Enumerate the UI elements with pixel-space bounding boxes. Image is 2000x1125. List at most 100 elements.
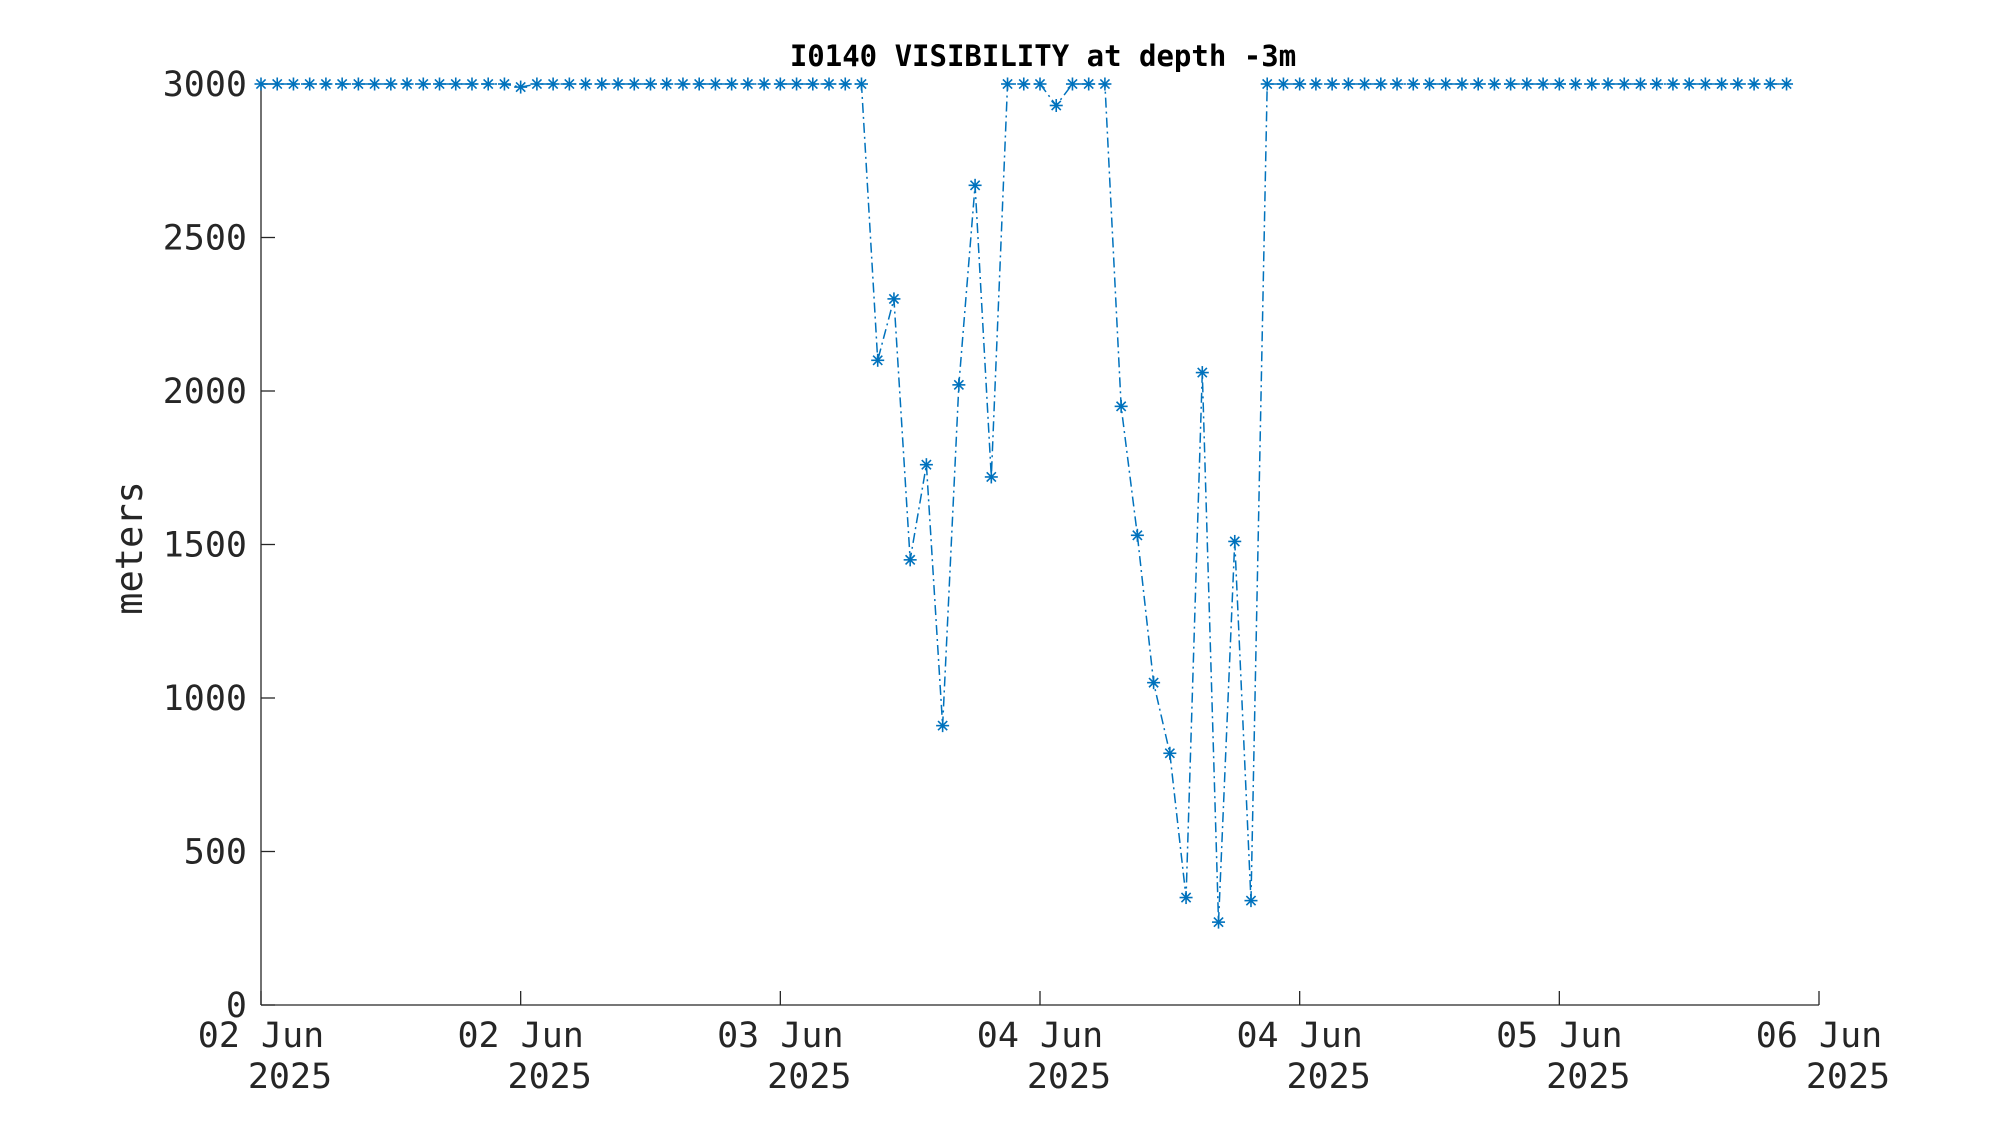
data-point xyxy=(627,77,641,91)
data-point xyxy=(497,77,511,91)
data-point xyxy=(1260,77,1274,91)
data-point xyxy=(806,77,820,91)
data-point xyxy=(1763,77,1777,91)
data-point xyxy=(1049,98,1063,112)
data-point xyxy=(773,77,787,91)
data-point xyxy=(660,77,674,91)
data-point xyxy=(1666,77,1680,91)
data-point xyxy=(1390,77,1404,91)
data-point xyxy=(1212,915,1226,929)
data-point xyxy=(838,77,852,91)
y-tick-label: 2500 xyxy=(163,219,247,259)
data-point xyxy=(1244,894,1258,908)
data-point xyxy=(1601,77,1615,91)
data-point xyxy=(676,77,690,91)
x-tick-label-date: 05 Jun xyxy=(1496,1016,1622,1056)
data-point xyxy=(887,292,901,306)
axes xyxy=(260,84,1819,1006)
data-point xyxy=(1276,77,1290,91)
data-point xyxy=(1082,77,1096,91)
data-point xyxy=(822,77,836,91)
data-point xyxy=(1341,77,1355,91)
x-tick-label-year: 2025 xyxy=(767,1057,851,1097)
x-tick-label-date: 03 Jun xyxy=(717,1016,843,1056)
data-point xyxy=(1017,77,1031,91)
data-point xyxy=(1065,77,1079,91)
data-point xyxy=(1682,77,1696,91)
series-line xyxy=(261,83,1787,923)
data-point xyxy=(400,77,414,91)
data-point xyxy=(1520,77,1534,91)
y-axis-ticks: 0 500 1000 1500 2000 2500 3000 xyxy=(163,65,275,1026)
data-point xyxy=(303,77,317,91)
data-point xyxy=(1585,77,1599,91)
data-point xyxy=(351,77,365,91)
data-point xyxy=(984,470,998,484)
data-point xyxy=(286,77,300,91)
y-tick-label: 0 xyxy=(226,986,247,1026)
data-point xyxy=(1552,77,1566,91)
data-point xyxy=(854,77,868,91)
data-point xyxy=(416,77,430,91)
data-point xyxy=(952,378,966,392)
data-point xyxy=(1147,676,1161,690)
data-point xyxy=(595,77,609,91)
data-point xyxy=(368,77,382,91)
y-tick-label: 1000 xyxy=(163,679,247,719)
data-point xyxy=(1650,77,1664,91)
data-point xyxy=(1293,77,1307,91)
y-axis-label: meters xyxy=(108,481,151,615)
data-point xyxy=(1715,77,1729,91)
data-point xyxy=(1033,77,1047,91)
data-point xyxy=(757,77,771,91)
data-point xyxy=(254,77,268,91)
y-tick-label: 3000 xyxy=(163,65,247,105)
x-tick-label-year: 2025 xyxy=(1806,1057,1890,1097)
data-point xyxy=(433,77,447,91)
data-point xyxy=(384,77,398,91)
data-point xyxy=(1179,891,1193,905)
data-point xyxy=(692,77,706,91)
data-point xyxy=(1114,399,1128,413)
data-point xyxy=(1504,77,1518,91)
data-point xyxy=(1455,77,1469,91)
x-tick-label-year: 2025 xyxy=(1027,1057,1111,1097)
data-point xyxy=(465,77,479,91)
data-point xyxy=(919,458,933,472)
data-point xyxy=(335,77,349,91)
data-point xyxy=(481,77,495,91)
data-point xyxy=(1633,77,1647,91)
data-point xyxy=(1195,366,1209,380)
data-point xyxy=(741,77,755,91)
x-tick-label-year: 2025 xyxy=(508,1057,592,1097)
data-point xyxy=(1536,77,1550,91)
data-point xyxy=(968,178,982,192)
series-visibility xyxy=(254,77,1794,929)
x-tick-label-date: 06 Jun xyxy=(1756,1016,1882,1056)
data-point xyxy=(1325,77,1339,91)
data-point xyxy=(319,77,333,91)
data-point xyxy=(1309,77,1323,91)
y-tick-label: 1500 xyxy=(163,526,247,566)
y-tick-label: 2000 xyxy=(163,372,247,412)
data-point xyxy=(1569,77,1583,91)
data-point xyxy=(1698,77,1712,91)
data-point xyxy=(1731,77,1745,91)
data-point xyxy=(1471,77,1485,91)
data-point xyxy=(1439,77,1453,91)
x-tick-label-date: 04 Jun xyxy=(1236,1016,1362,1056)
data-point xyxy=(514,80,528,94)
data-point xyxy=(270,77,284,91)
x-tick-label-date: 02 Jun xyxy=(457,1016,583,1056)
x-tick-label-year: 2025 xyxy=(248,1057,332,1097)
chart-title: I0140 VISIBILITY at depth -3m xyxy=(790,39,1296,73)
data-point xyxy=(871,353,885,367)
data-point xyxy=(1747,77,1761,91)
data-point xyxy=(1406,77,1420,91)
data-point xyxy=(1487,77,1501,91)
data-point xyxy=(903,553,917,567)
y-tick-label: 500 xyxy=(184,833,247,873)
data-point xyxy=(1780,77,1794,91)
data-point xyxy=(1098,77,1112,91)
